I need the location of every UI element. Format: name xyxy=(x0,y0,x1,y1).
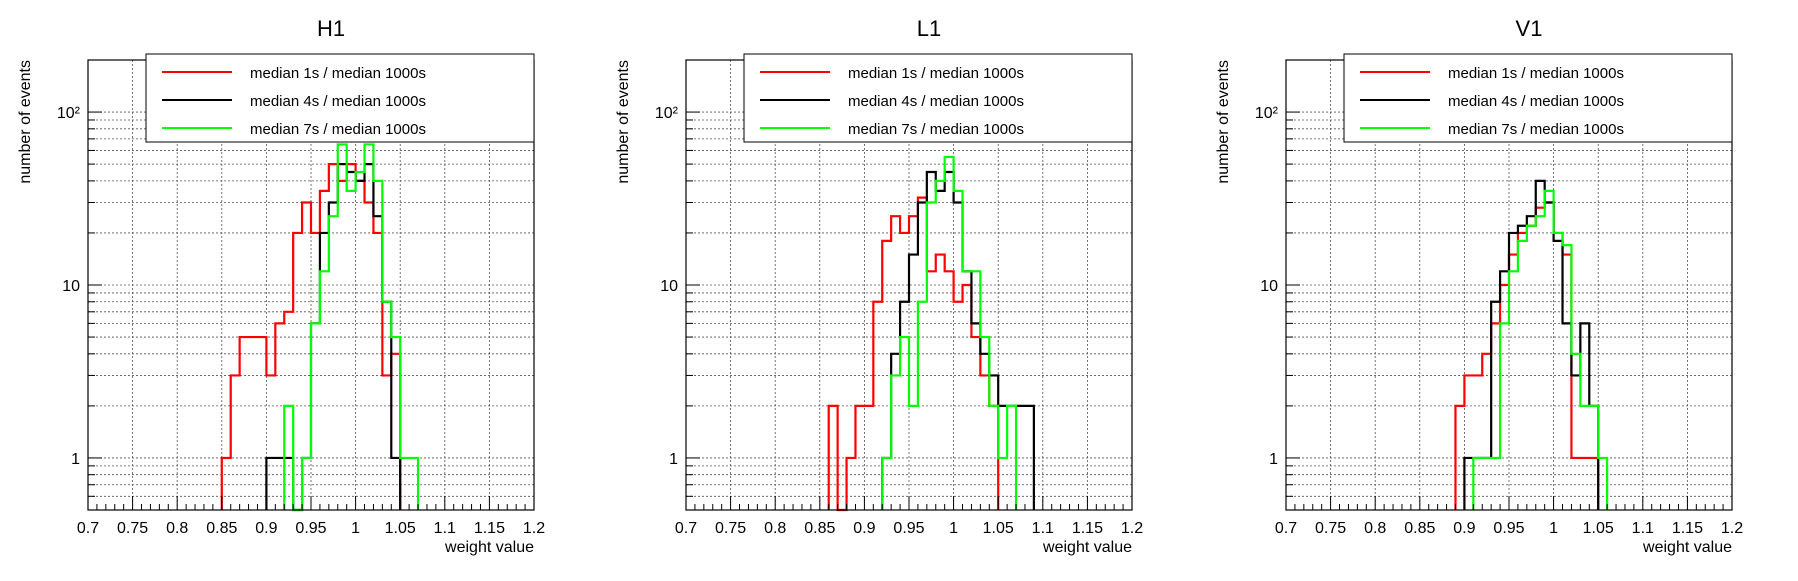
x-tick-label: 0.7 xyxy=(1275,520,1297,537)
x-tick-label: 1.05 xyxy=(385,520,416,537)
x-axis-label: weight value xyxy=(1042,539,1132,556)
x-tick-label: 1.1 xyxy=(1632,520,1654,537)
x-tick-label: 1 xyxy=(351,520,360,537)
y-tick-label: 10² xyxy=(57,105,81,122)
y-axis-label: number of events xyxy=(17,60,34,184)
x-tick-label: 0.8 xyxy=(1364,520,1386,537)
x-tick-label: 0.95 xyxy=(295,520,326,537)
panel-l1: L1 0.7 0.75 0.8 0.85 0.9 0.95 1 1.05 1.1 1.15 1.2 we… xyxy=(615,16,1143,556)
x-tick-label: 0.85 xyxy=(1404,520,1435,537)
x-tick-label: 0.7 xyxy=(77,520,99,537)
legend: median 1s / median 1000s median 4s / medi… xyxy=(145,53,535,143)
x-tick-label: 0.95 xyxy=(893,520,924,537)
legend-entry-label: median 7s / median 1000s xyxy=(848,121,1024,138)
x-tick-label: 1.05 xyxy=(983,520,1014,537)
series-3-histogram xyxy=(881,155,1018,510)
x-tick-label: 0.75 xyxy=(715,520,746,537)
legend-entry-label: median 7s / median 1000s xyxy=(250,121,426,138)
series-2-histogram xyxy=(881,170,1035,510)
legend: median 1s / median 1000s median 4s / medi… xyxy=(743,53,1133,143)
y-tick-label: 10 xyxy=(1260,278,1278,295)
x-tick-label: 1.15 xyxy=(1672,520,1703,537)
x-axis-label: weight value xyxy=(1642,539,1732,556)
legend-entry-label: median 4s / median 1000s xyxy=(1448,93,1624,110)
y-tick-label: 1 xyxy=(71,451,80,468)
x-tick-label: 0.75 xyxy=(117,520,148,537)
x-axis xyxy=(685,496,1133,510)
y-axis xyxy=(1286,111,1300,497)
legend-entry-label: median 1s / median 1000s xyxy=(250,65,426,82)
legend-entry-label: median 1s / median 1000s xyxy=(848,65,1024,82)
legend-entry-label: median 1s / median 1000s xyxy=(1448,65,1624,82)
panel-h1: H1 0.7 0.75 0.8 0.85 0.9 0.95 1 1.05 1.1 1.15 1.2 we… xyxy=(17,16,545,556)
y-tick-label: 10 xyxy=(62,278,80,295)
series-2-histogram xyxy=(1463,179,1600,510)
legend-entry-label: median 4s / median 1000s xyxy=(848,93,1024,110)
legend-entry-label: median 4s / median 1000s xyxy=(250,93,426,110)
series-3-histogram xyxy=(1472,189,1609,510)
panel-title: H1 xyxy=(317,16,345,41)
y-tick-label: 10 xyxy=(660,278,678,295)
y-tick-label: 1 xyxy=(1269,451,1278,468)
y-tick-label: 1 xyxy=(669,451,678,468)
panel-title: L1 xyxy=(917,16,941,41)
series-1-histogram xyxy=(1454,201,1600,510)
x-axis-label: weight value xyxy=(444,539,534,556)
x-tick-label: 1.15 xyxy=(1072,520,1103,537)
x-tick-label: 0.7 xyxy=(675,520,697,537)
legend: median 1s / median 1000s median 4s / medi… xyxy=(1343,53,1733,143)
x-tick-label: 1 xyxy=(1549,520,1558,537)
y-axis-label: number of events xyxy=(615,60,632,184)
y-axis xyxy=(88,111,102,497)
x-tick-label: 1.2 xyxy=(1121,520,1143,537)
x-tick-label: 0.8 xyxy=(764,520,786,537)
x-tick-label: 0.95 xyxy=(1493,520,1524,537)
panel-title: V1 xyxy=(1516,16,1543,41)
grid xyxy=(88,60,534,510)
x-tick-label: 1.2 xyxy=(1721,520,1743,537)
series-1-histogram xyxy=(220,163,402,510)
x-tick-label: 0.85 xyxy=(804,520,835,537)
x-tick-label: 1.1 xyxy=(434,520,456,537)
y-axis-label: number of events xyxy=(1215,60,1232,184)
series-3-histogram xyxy=(283,143,420,512)
x-axis xyxy=(1285,496,1733,510)
x-tick-label: 1.1 xyxy=(1032,520,1054,537)
y-axis xyxy=(686,111,700,497)
legend-entry-label: median 7s / median 1000s xyxy=(1448,121,1624,138)
x-tick-label: 0.85 xyxy=(206,520,237,537)
y-tick-label: 10² xyxy=(655,105,679,122)
x-tick-label: 1 xyxy=(949,520,958,537)
panel-v1: V1 0.7 0.75 0.8 0.85 0.9 0.95 1 1.05 1.1 1.15 1.2 we… xyxy=(1215,16,1743,556)
x-tick-label: 1.15 xyxy=(474,520,505,537)
x-tick-label: 1.05 xyxy=(1583,520,1614,537)
x-tick-label: 0.9 xyxy=(255,520,277,537)
x-tick-label: 0.75 xyxy=(1315,520,1346,537)
x-tick-label: 1.2 xyxy=(523,520,545,537)
x-axis xyxy=(87,496,535,510)
x-tick-label: 0.9 xyxy=(1453,520,1475,537)
y-tick-label: 10² xyxy=(1255,105,1279,122)
x-tick-label: 0.9 xyxy=(853,520,875,537)
x-tick-label: 0.8 xyxy=(166,520,188,537)
